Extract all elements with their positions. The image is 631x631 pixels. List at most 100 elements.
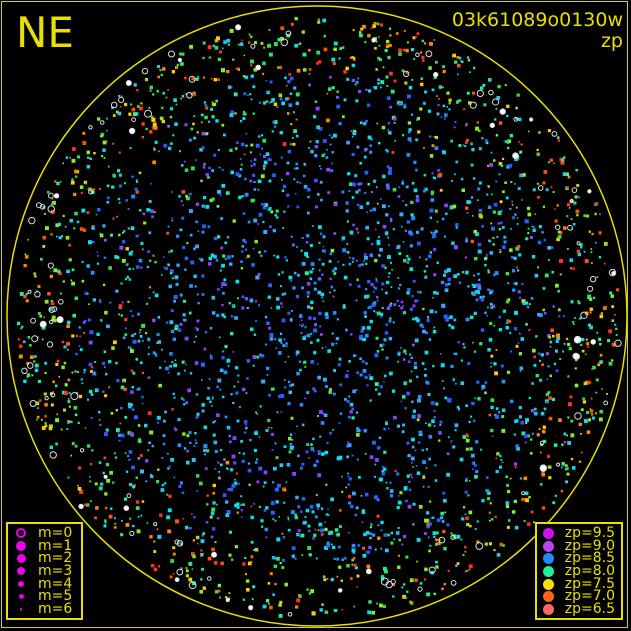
star-mark — [88, 340, 93, 345]
star-mark — [181, 360, 185, 364]
star-mark — [64, 383, 68, 387]
star-mark — [329, 431, 332, 435]
star-mark — [411, 461, 413, 464]
star-mark — [307, 188, 311, 192]
star-mark — [546, 378, 549, 381]
star-mark — [317, 363, 319, 365]
star-mark — [189, 284, 193, 288]
star-mark — [420, 227, 424, 231]
star-mark — [258, 251, 261, 254]
magnitude-legend-label: m=4 — [38, 575, 73, 592]
star-mark — [164, 267, 168, 270]
star-mark — [441, 380, 444, 382]
star-mark — [486, 254, 488, 256]
magnitude-legend-label: m=6 — [38, 601, 73, 618]
star-mark — [157, 316, 161, 319]
star-mark — [366, 201, 370, 205]
star-mark — [100, 482, 104, 486]
star-mark — [499, 249, 502, 251]
star-mark — [465, 317, 470, 322]
star-mark — [335, 337, 339, 341]
star-mark — [133, 83, 137, 87]
star-mark — [349, 230, 354, 235]
star-mark — [432, 516, 435, 519]
star-mark — [304, 397, 307, 400]
star-mark — [433, 76, 437, 80]
star-mark — [345, 209, 349, 213]
star-mark — [56, 181, 60, 186]
star-mark — [367, 280, 371, 284]
star-mark — [274, 442, 277, 445]
star-mark — [387, 55, 391, 60]
star-mark — [35, 402, 38, 405]
star-mark — [465, 479, 468, 482]
star-mark — [286, 462, 291, 467]
star-mark — [528, 495, 531, 499]
star-mark — [582, 397, 586, 401]
star-mark — [51, 318, 55, 322]
star-mark — [606, 393, 608, 395]
star-mark — [309, 277, 313, 281]
star-mark — [228, 592, 231, 595]
star-mark — [53, 268, 58, 273]
star-mark — [193, 93, 196, 97]
star-mark — [580, 433, 582, 435]
star-mark — [576, 184, 580, 187]
star-mark — [112, 142, 115, 145]
star-mark — [403, 583, 406, 586]
star-mark — [112, 481, 115, 484]
star-mark — [518, 415, 522, 419]
star-mark — [308, 529, 311, 533]
star-mark — [255, 320, 257, 322]
star-mark — [330, 169, 334, 173]
star-mark — [524, 219, 529, 224]
bright-star-mark — [403, 70, 410, 78]
star-mark — [125, 247, 129, 251]
star-mark — [472, 177, 476, 180]
star-mark — [88, 389, 93, 394]
star-mark — [245, 424, 247, 426]
star-mark — [62, 390, 66, 395]
star-mark — [238, 195, 242, 200]
star-mark — [274, 214, 277, 217]
star-mark — [306, 234, 310, 238]
star-mark — [487, 164, 490, 167]
star-mark — [219, 50, 222, 54]
star-mark — [295, 101, 299, 105]
star-mark — [320, 421, 325, 425]
star-mark — [382, 467, 387, 471]
star-mark — [425, 467, 428, 469]
star-mark — [324, 527, 328, 532]
star-mark — [549, 158, 553, 162]
star-mark — [371, 302, 376, 307]
star-mark — [589, 408, 592, 411]
star-mark — [482, 295, 485, 298]
star-mark — [229, 487, 234, 492]
star-mark — [346, 370, 349, 372]
star-mark — [228, 302, 231, 305]
star-mark — [392, 228, 395, 231]
star-mark — [62, 214, 65, 218]
star-mark — [324, 450, 329, 455]
star-mark — [193, 115, 196, 118]
star-mark — [165, 96, 168, 99]
star-mark — [419, 323, 423, 327]
star-mark — [311, 225, 314, 227]
star-mark — [326, 92, 329, 95]
star-mark — [381, 288, 383, 291]
star-mark — [392, 595, 395, 598]
star-mark — [434, 209, 438, 213]
star-mark — [404, 81, 408, 85]
star-mark — [549, 374, 552, 378]
star-mark — [129, 347, 132, 350]
star-mark — [586, 214, 590, 218]
bright-star-mark — [88, 189, 94, 195]
star-mark — [377, 78, 381, 82]
star-mark — [262, 221, 265, 224]
star-mark — [320, 292, 325, 297]
bright-star-mark — [574, 412, 582, 420]
star-mark — [481, 499, 485, 503]
star-mark — [289, 443, 293, 446]
star-mark — [201, 146, 205, 150]
star-mark — [116, 215, 118, 218]
